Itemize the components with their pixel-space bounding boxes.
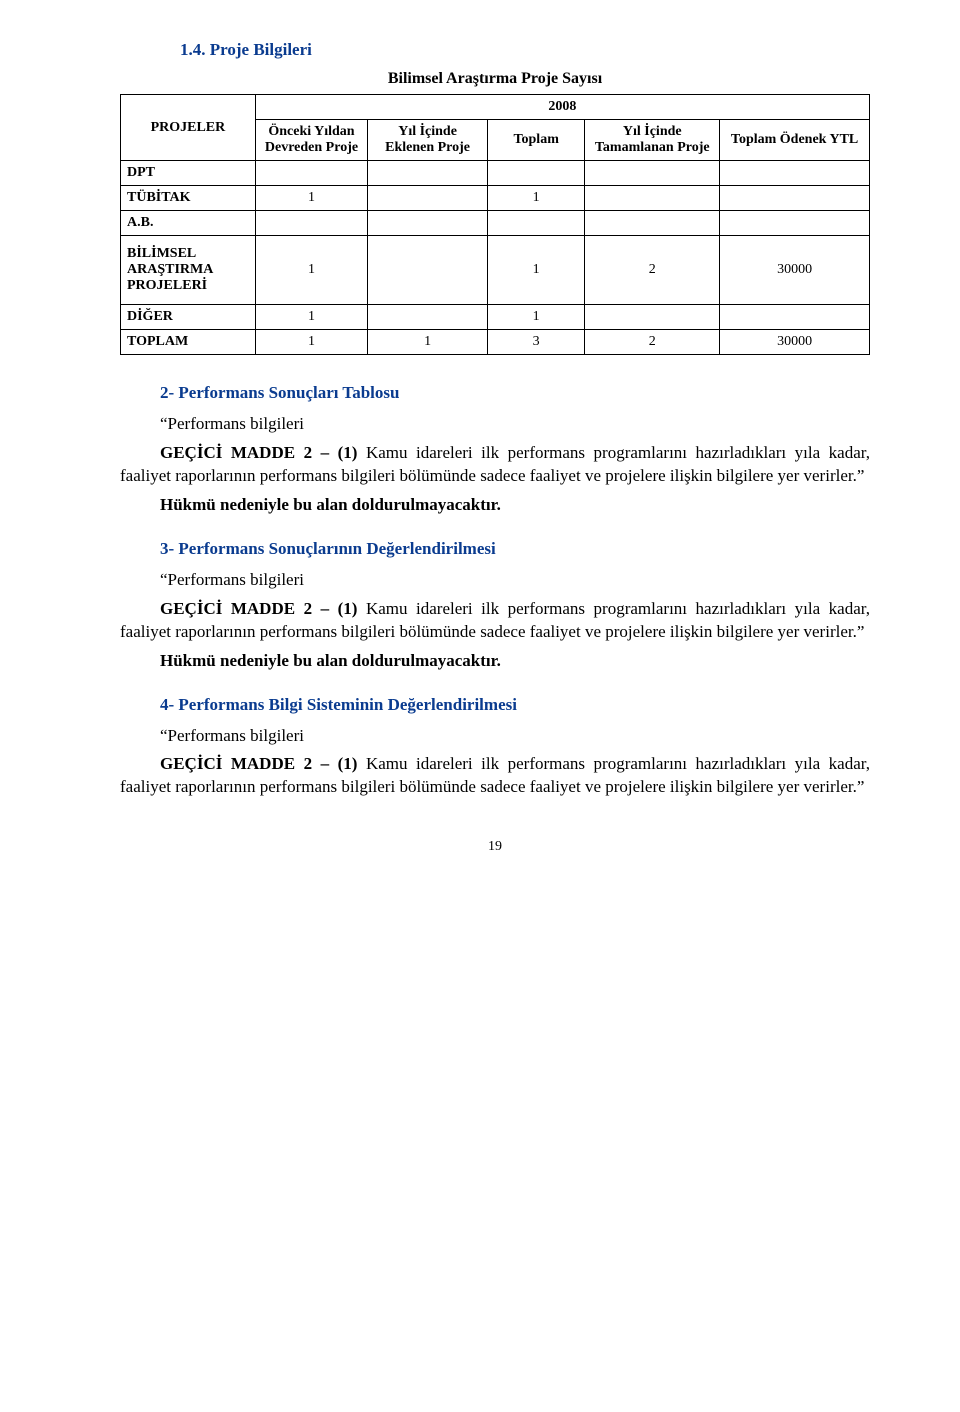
cell-label: TOPLAM [121,330,256,355]
cell [720,186,870,211]
cell: 1 [255,186,367,211]
table-row: DİĞER 1 1 [121,305,870,330]
cell: 30000 [720,236,870,305]
cell [585,161,720,186]
cell: 1 [487,186,584,211]
table-caption: Bilimsel Araştırma Proje Sayısı [120,70,870,88]
cell-label: A.B. [121,211,256,236]
cell [368,186,488,211]
col-toplam: Toplam [487,120,584,161]
col-tamamlanan: Yıl İçinde Tamamlanan Proje [585,120,720,161]
cell [720,305,870,330]
cell [368,211,488,236]
cell-label: BİLİMSEL ARAŞTIRMA PROJELERİ [121,236,256,305]
col-year: 2008 [255,95,869,120]
page-number: 19 [120,839,870,855]
cell: 3 [487,330,584,355]
col-onceki: Önceki Yıldan Devreden Proje [255,120,367,161]
cell: 30000 [720,330,870,355]
table-row: TÜBİTAK 1 1 [121,186,870,211]
section-3-title: 3- Performans Sonuçlarının Değerlendiril… [120,539,870,559]
col-eklenen: Yıl İçinde Eklenen Proje [368,120,488,161]
gecici-lead: GEÇİCİ MADDE 2 – (1) [160,754,357,773]
table-row: BİLİMSEL ARAŞTIRMA PROJELERİ 1 1 2 30000 [121,236,870,305]
cell: 1 [368,330,488,355]
cell: 2 [585,236,720,305]
col-projeler: PROJELER [121,95,256,161]
section-1-4-title: 1.4. Proje Bilgileri [120,40,870,60]
perf-lead-3: “Performans bilgileri [120,569,870,592]
cell [368,305,488,330]
cell-label: TÜBİTAK [121,186,256,211]
gecici-lead: GEÇİCİ MADDE 2 – (1) [160,599,357,618]
section-4-title: 4- Performans Bilgi Sisteminin Değerlend… [120,695,870,715]
cell [487,211,584,236]
cell [255,161,367,186]
perf-lead-4: “Performans bilgileri [120,725,870,748]
cell [585,186,720,211]
gecici-3: GEÇİCİ MADDE 2 – (1) Kamu idareleri ilk … [120,598,870,644]
cell [585,305,720,330]
cell [368,161,488,186]
cell [487,161,584,186]
cell: 1 [487,236,584,305]
cell-label: DPT [121,161,256,186]
col-odenek: Toplam Ödenek YTL [720,120,870,161]
table-row: DPT [121,161,870,186]
cell: 2 [585,330,720,355]
projects-table: PROJELER 2008 Önceki Yıldan Devreden Pro… [120,94,870,355]
hukum-2: Hükmü nedeniyle bu alan doldurulmayacakt… [120,494,870,517]
cell-label: DİĞER [121,305,256,330]
table-row: TOPLAM 1 1 3 2 30000 [121,330,870,355]
cell [255,211,367,236]
cell: 1 [255,330,367,355]
cell [720,211,870,236]
gecici-lead: GEÇİCİ MADDE 2 – (1) [160,443,357,462]
cell: 1 [255,236,367,305]
table-header-row-1: PROJELER 2008 [121,95,870,120]
cell [720,161,870,186]
hukum-3: Hükmü nedeniyle bu alan doldurulmayacakt… [120,650,870,673]
cell [585,211,720,236]
cell: 1 [487,305,584,330]
section-2-title: 2- Performans Sonuçları Tablosu [120,383,870,403]
gecici-2: GEÇİCİ MADDE 2 – (1) Kamu idareleri ilk … [120,442,870,488]
cell [368,236,488,305]
table-row: A.B. [121,211,870,236]
cell: 1 [255,305,367,330]
perf-lead-2: “Performans bilgileri [120,413,870,436]
gecici-4: GEÇİCİ MADDE 2 – (1) Kamu idareleri ilk … [120,753,870,799]
